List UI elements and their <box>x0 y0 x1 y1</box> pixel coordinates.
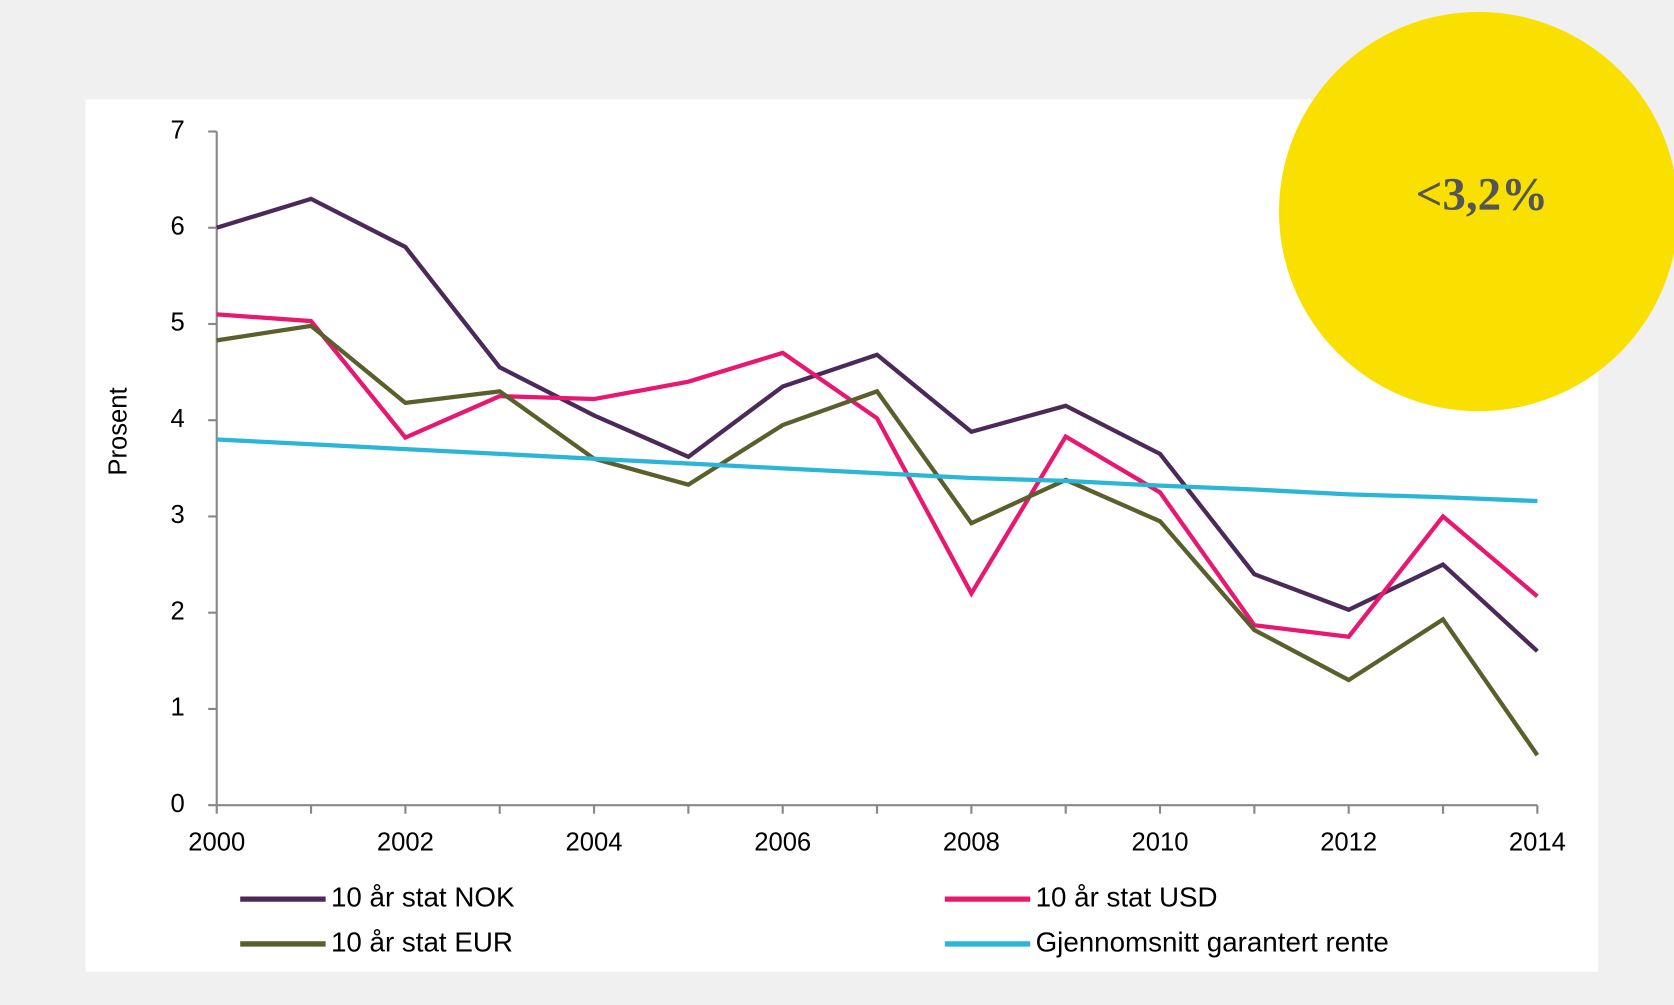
x-tick-label: 2006 <box>754 828 811 856</box>
annotation: <3,2% <box>1416 169 1548 221</box>
y-tick-label: 2 <box>170 597 184 625</box>
y-tick-label: 5 <box>170 309 184 337</box>
legend-label: Gjennomsnitt garantert rente <box>1036 926 1389 957</box>
x-tick-label: 2008 <box>943 828 1000 856</box>
plot-area: 0 1 2 3 4 5 6 7 2000 2002 2004 2006 2008 2010 2012 2014… <box>170 116 1565 957</box>
x-tick-label: 2010 <box>1132 828 1189 856</box>
x-tick-label: 2012 <box>1320 828 1377 856</box>
y-tick-label: 4 <box>170 405 184 433</box>
y-tick-label: 3 <box>170 501 184 529</box>
y-tick-label: 0 <box>170 790 184 818</box>
series-line <box>216 312 1539 640</box>
legend-label: 10 år stat EUR <box>331 926 513 957</box>
x-tick-label: 2000 <box>188 828 245 856</box>
y-tick-label: 6 <box>170 213 184 241</box>
y-axis-label: Prosent <box>104 387 132 475</box>
legend-label: 10 år stat NOK <box>331 881 515 912</box>
y-tick-label: 7 <box>170 116 184 144</box>
series-line <box>216 323 1540 757</box>
legend-label: 10 år stat USD <box>1036 881 1218 912</box>
x-tick-label: 2004 <box>566 828 623 856</box>
annotation-circle <box>1279 11 1674 412</box>
x-tick-label: 2002 <box>377 828 434 856</box>
y-tick-label: 1 <box>170 694 184 722</box>
x-tick-label: 2014 <box>1509 828 1566 856</box>
series-line <box>216 437 1538 504</box>
series-line <box>216 196 1539 653</box>
